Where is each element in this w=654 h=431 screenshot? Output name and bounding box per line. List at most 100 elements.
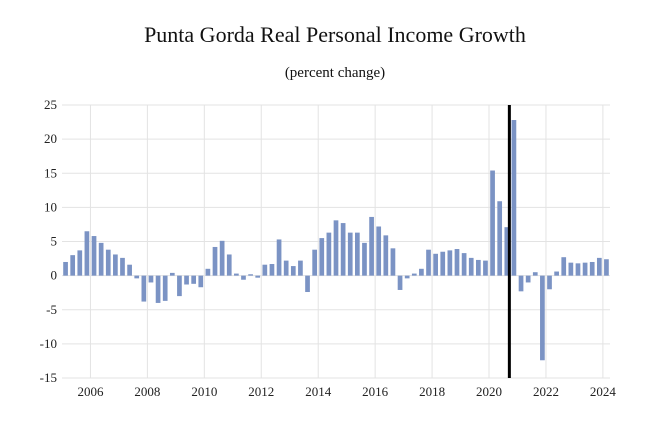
bar bbox=[411, 273, 417, 276]
bar bbox=[84, 231, 90, 276]
bar bbox=[589, 261, 595, 276]
y-tick-label: -5 bbox=[46, 302, 57, 317]
bar bbox=[582, 262, 588, 276]
bar bbox=[447, 250, 453, 276]
bar bbox=[390, 248, 396, 276]
bar bbox=[184, 275, 189, 285]
bar bbox=[362, 242, 367, 276]
bar bbox=[169, 272, 175, 276]
y-tick-label: 25 bbox=[44, 97, 57, 112]
bar bbox=[234, 273, 239, 276]
bar bbox=[376, 226, 382, 276]
x-tick-label: 2010 bbox=[191, 384, 217, 399]
bar bbox=[340, 223, 346, 276]
bar bbox=[269, 264, 275, 276]
bar bbox=[212, 246, 218, 276]
bar bbox=[326, 232, 332, 276]
bar bbox=[248, 274, 253, 276]
x-tick-label: 2014 bbox=[305, 384, 332, 399]
bar bbox=[404, 275, 410, 279]
x-axis-ticks: 2006 2008 2010 2012 2014 2016 2018 2020 2022 2024 bbox=[77, 384, 616, 399]
bar bbox=[120, 257, 125, 276]
chart-subtitle: (percent change) bbox=[284, 65, 386, 81]
bar bbox=[241, 275, 246, 280]
bar bbox=[98, 242, 104, 276]
bar bbox=[148, 275, 154, 283]
bar bbox=[419, 268, 424, 276]
bar bbox=[604, 259, 609, 276]
bar bbox=[547, 275, 552, 290]
y-tick-label: 20 bbox=[44, 131, 57, 146]
x-tick-label: 2022 bbox=[533, 384, 559, 399]
y-axis-ticks: 25 20 15 10 5 0 -5 -10 -15 bbox=[40, 97, 57, 385]
bar bbox=[77, 250, 83, 276]
bar bbox=[141, 275, 147, 302]
bar bbox=[518, 275, 524, 292]
y-tick-label: 10 bbox=[44, 199, 57, 214]
bar bbox=[561, 257, 567, 276]
x-tick-label: 2020 bbox=[476, 384, 502, 399]
bar bbox=[532, 272, 538, 276]
x-tick-label: 2008 bbox=[134, 384, 160, 399]
bar bbox=[454, 249, 460, 276]
bar bbox=[127, 264, 132, 276]
bar bbox=[397, 275, 403, 290]
bar bbox=[369, 216, 374, 276]
bars bbox=[63, 120, 609, 361]
bar bbox=[319, 238, 325, 276]
bar bbox=[433, 253, 438, 276]
bar bbox=[155, 275, 161, 303]
bar bbox=[383, 235, 389, 276]
x-tick-label: 2018 bbox=[419, 384, 445, 399]
bar bbox=[490, 170, 495, 276]
bar bbox=[554, 271, 559, 276]
bar bbox=[162, 275, 168, 301]
x-tick-label: 2012 bbox=[248, 384, 274, 399]
chart-title: Punta Gorda Real Personal Income Growth bbox=[144, 22, 526, 47]
bar bbox=[511, 120, 517, 276]
y-tick-label: -15 bbox=[40, 370, 57, 385]
bar bbox=[305, 275, 310, 293]
bar bbox=[205, 268, 211, 276]
bar bbox=[440, 251, 446, 276]
bar bbox=[219, 240, 225, 276]
bar bbox=[347, 232, 353, 276]
y-tick-label: 0 bbox=[51, 268, 58, 283]
bar bbox=[525, 275, 531, 283]
bar bbox=[105, 249, 111, 276]
x-tick-label: 2016 bbox=[362, 384, 389, 399]
bar bbox=[255, 275, 261, 278]
bar bbox=[276, 239, 282, 276]
bar bbox=[355, 232, 360, 276]
bar bbox=[540, 275, 545, 361]
bar bbox=[312, 249, 317, 276]
bar bbox=[333, 220, 339, 276]
bar bbox=[198, 275, 204, 288]
bar bbox=[226, 254, 232, 276]
bar bbox=[504, 227, 510, 276]
bar bbox=[497, 201, 503, 276]
bar bbox=[290, 266, 296, 276]
bar bbox=[483, 260, 488, 276]
bar bbox=[298, 260, 303, 276]
bar bbox=[475, 259, 481, 276]
bar bbox=[283, 260, 289, 276]
bar bbox=[134, 275, 140, 279]
y-tick-label: 15 bbox=[44, 165, 57, 180]
bar bbox=[113, 254, 118, 276]
bar bbox=[461, 253, 467, 276]
bar bbox=[575, 263, 581, 276]
grid-lines bbox=[62, 104, 610, 379]
y-tick-label: -10 bbox=[40, 336, 57, 351]
bar bbox=[191, 275, 197, 284]
bar bbox=[262, 264, 268, 276]
bar bbox=[568, 262, 574, 276]
bar bbox=[63, 261, 68, 276]
bar bbox=[426, 249, 431, 276]
x-tick-label: 2006 bbox=[77, 384, 104, 399]
bar bbox=[70, 255, 76, 276]
x-tick-label: 2024 bbox=[590, 384, 617, 399]
y-tick-label: 5 bbox=[51, 234, 58, 249]
bar bbox=[596, 257, 602, 276]
